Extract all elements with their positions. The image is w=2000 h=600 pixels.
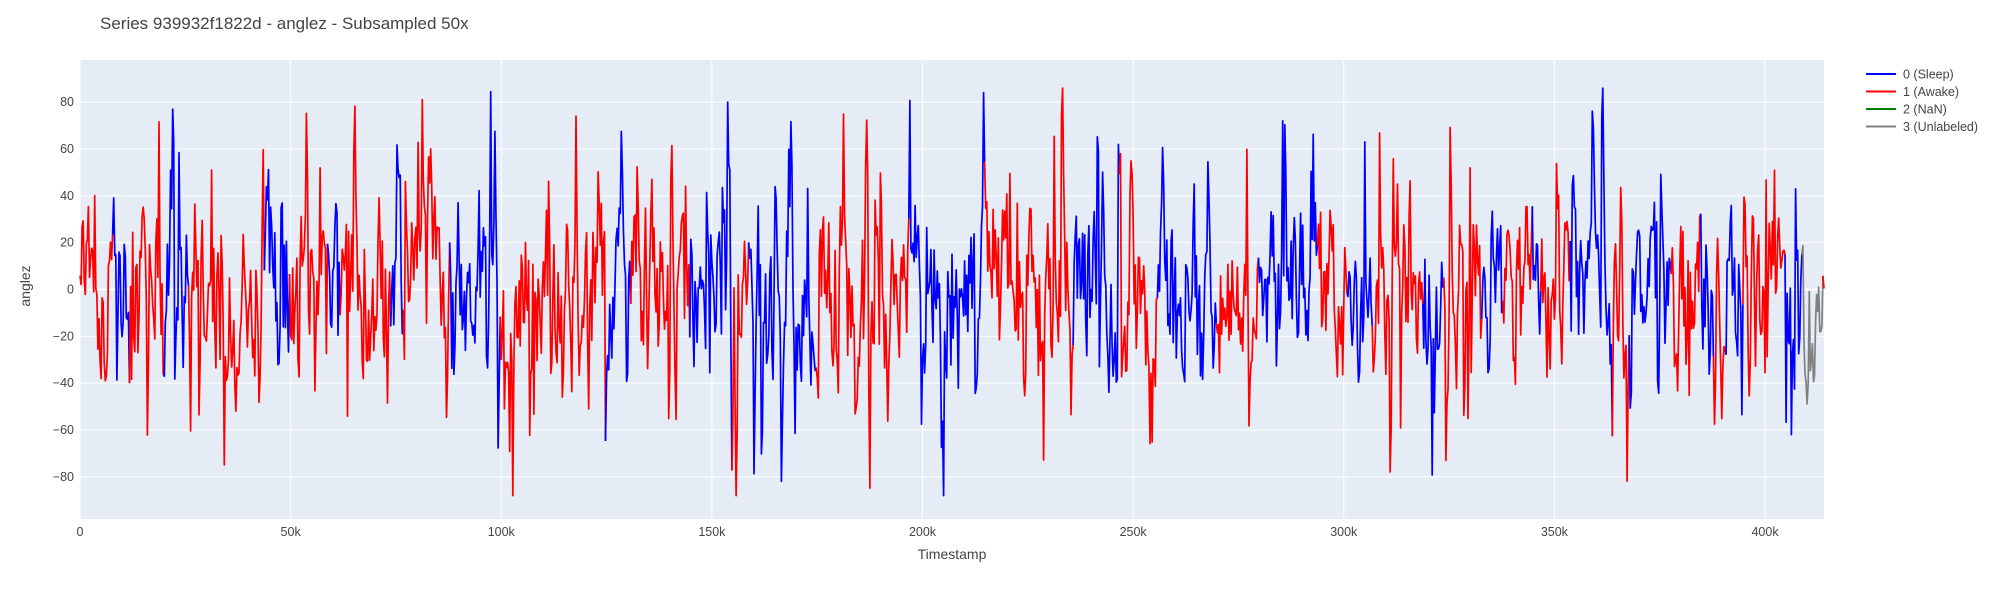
series-line-segment xyxy=(187,148,266,466)
chart-title: Series 939932f1822d - anglez - Subsample… xyxy=(100,14,469,33)
series-line-segment xyxy=(1725,204,1744,416)
series-line-segment xyxy=(688,101,733,471)
y-tick-label: 60 xyxy=(60,142,74,156)
series-line-segment xyxy=(499,115,607,497)
series-line-segment xyxy=(1072,135,1121,394)
series-line-segment xyxy=(288,112,329,392)
series-line-segment xyxy=(1156,146,1218,383)
series-line-segment xyxy=(731,240,750,497)
series-line-segment xyxy=(1742,169,1786,397)
series-line-segment xyxy=(815,113,910,489)
series-line-segment xyxy=(604,130,632,442)
legend-item[interactable]: 2 (NaN) xyxy=(1866,103,1947,117)
y-tick-label: 40 xyxy=(60,189,74,203)
series-line-segment xyxy=(1442,126,1483,462)
series-line-segment xyxy=(1531,206,1542,335)
series-line-segment xyxy=(1371,132,1424,473)
x-tick-label: 50k xyxy=(281,525,302,539)
legend-label: 1 (Awake) xyxy=(1903,85,1959,99)
x-tick-label: 100k xyxy=(488,525,516,539)
series-line-segment xyxy=(1421,258,1445,476)
legend-label: 3 (Unlabeled) xyxy=(1903,120,1978,134)
series-line-segment xyxy=(629,144,691,421)
series-line-segment xyxy=(1539,162,1572,378)
series-line-segment xyxy=(1118,152,1159,445)
series-line-segment xyxy=(1501,205,1534,386)
y-tick-label: 0 xyxy=(67,283,74,297)
x-tick-label: 0 xyxy=(77,525,84,539)
series-line-segment xyxy=(907,91,986,497)
y-tick-label: 20 xyxy=(60,236,74,250)
legend[interactable]: 0 (Sleep) 1 (Awake) 2 (NaN) 3 (Unlabeled) xyxy=(1866,68,1978,135)
series-line-segment xyxy=(1480,210,1504,374)
legend-item[interactable]: 3 (Unlabeled) xyxy=(1866,120,1978,134)
x-tick-label: 300k xyxy=(1330,525,1358,539)
y-axis-title: anglez xyxy=(17,265,33,306)
series-line-segment xyxy=(1801,244,1824,405)
series-line-segment xyxy=(111,197,131,384)
x-axis-ticks: 0 50k 100k 150k 200k 250k 300k 350k 400k xyxy=(77,525,1780,539)
series-line-segment xyxy=(326,202,341,337)
series-line-segment xyxy=(1822,275,1825,289)
series-line-segment xyxy=(79,194,114,382)
x-axis-title: Timestamp xyxy=(918,546,987,562)
series-line-segment xyxy=(263,168,291,366)
series-line-segment xyxy=(1699,213,1715,376)
legend-label: 0 (Sleep) xyxy=(1903,68,1954,82)
legend-label: 2 (NaN) xyxy=(1903,103,1947,117)
series-line-segment xyxy=(1712,237,1727,425)
y-tick-label: 80 xyxy=(60,95,74,109)
x-tick-label: 200k xyxy=(909,525,937,539)
x-tick-label: 250k xyxy=(1120,525,1148,539)
series-line-segment xyxy=(1670,213,1702,397)
series-line-segment xyxy=(1569,87,1614,437)
series-line-segment xyxy=(448,90,502,449)
series-line-segment xyxy=(339,105,392,417)
series-line-segment xyxy=(128,121,165,436)
series-line-segment xyxy=(1257,120,1319,367)
y-tick-label: −20 xyxy=(53,329,74,343)
series-line-segment xyxy=(1215,148,1260,427)
series-line-segment xyxy=(402,98,451,419)
series-line-segment xyxy=(983,87,1074,461)
x-tick-label: 400k xyxy=(1751,525,1779,539)
series-line-segment xyxy=(162,108,190,380)
series-line-segment xyxy=(747,120,817,483)
y-tick-label: −60 xyxy=(53,423,74,437)
series-line-segment xyxy=(1628,173,1673,409)
x-tick-label: 350k xyxy=(1541,525,1569,539)
series-line-segment xyxy=(389,144,405,335)
y-tick-label: −40 xyxy=(53,376,74,390)
y-tick-label: −80 xyxy=(53,470,74,484)
series-line-segment xyxy=(1346,141,1374,383)
legend-item[interactable]: 1 (Awake) xyxy=(1866,85,1959,99)
series-lines xyxy=(79,87,1825,497)
legend-item[interactable]: 0 (Sleep) xyxy=(1866,68,1954,82)
series-line-segment xyxy=(1316,209,1348,378)
series-line-segment xyxy=(1784,187,1803,436)
y-axis-ticks: −80 −60 −40 −20 0 20 40 60 80 xyxy=(53,95,74,484)
x-tick-label: 150k xyxy=(698,525,726,539)
series-line-segment xyxy=(1611,186,1631,483)
